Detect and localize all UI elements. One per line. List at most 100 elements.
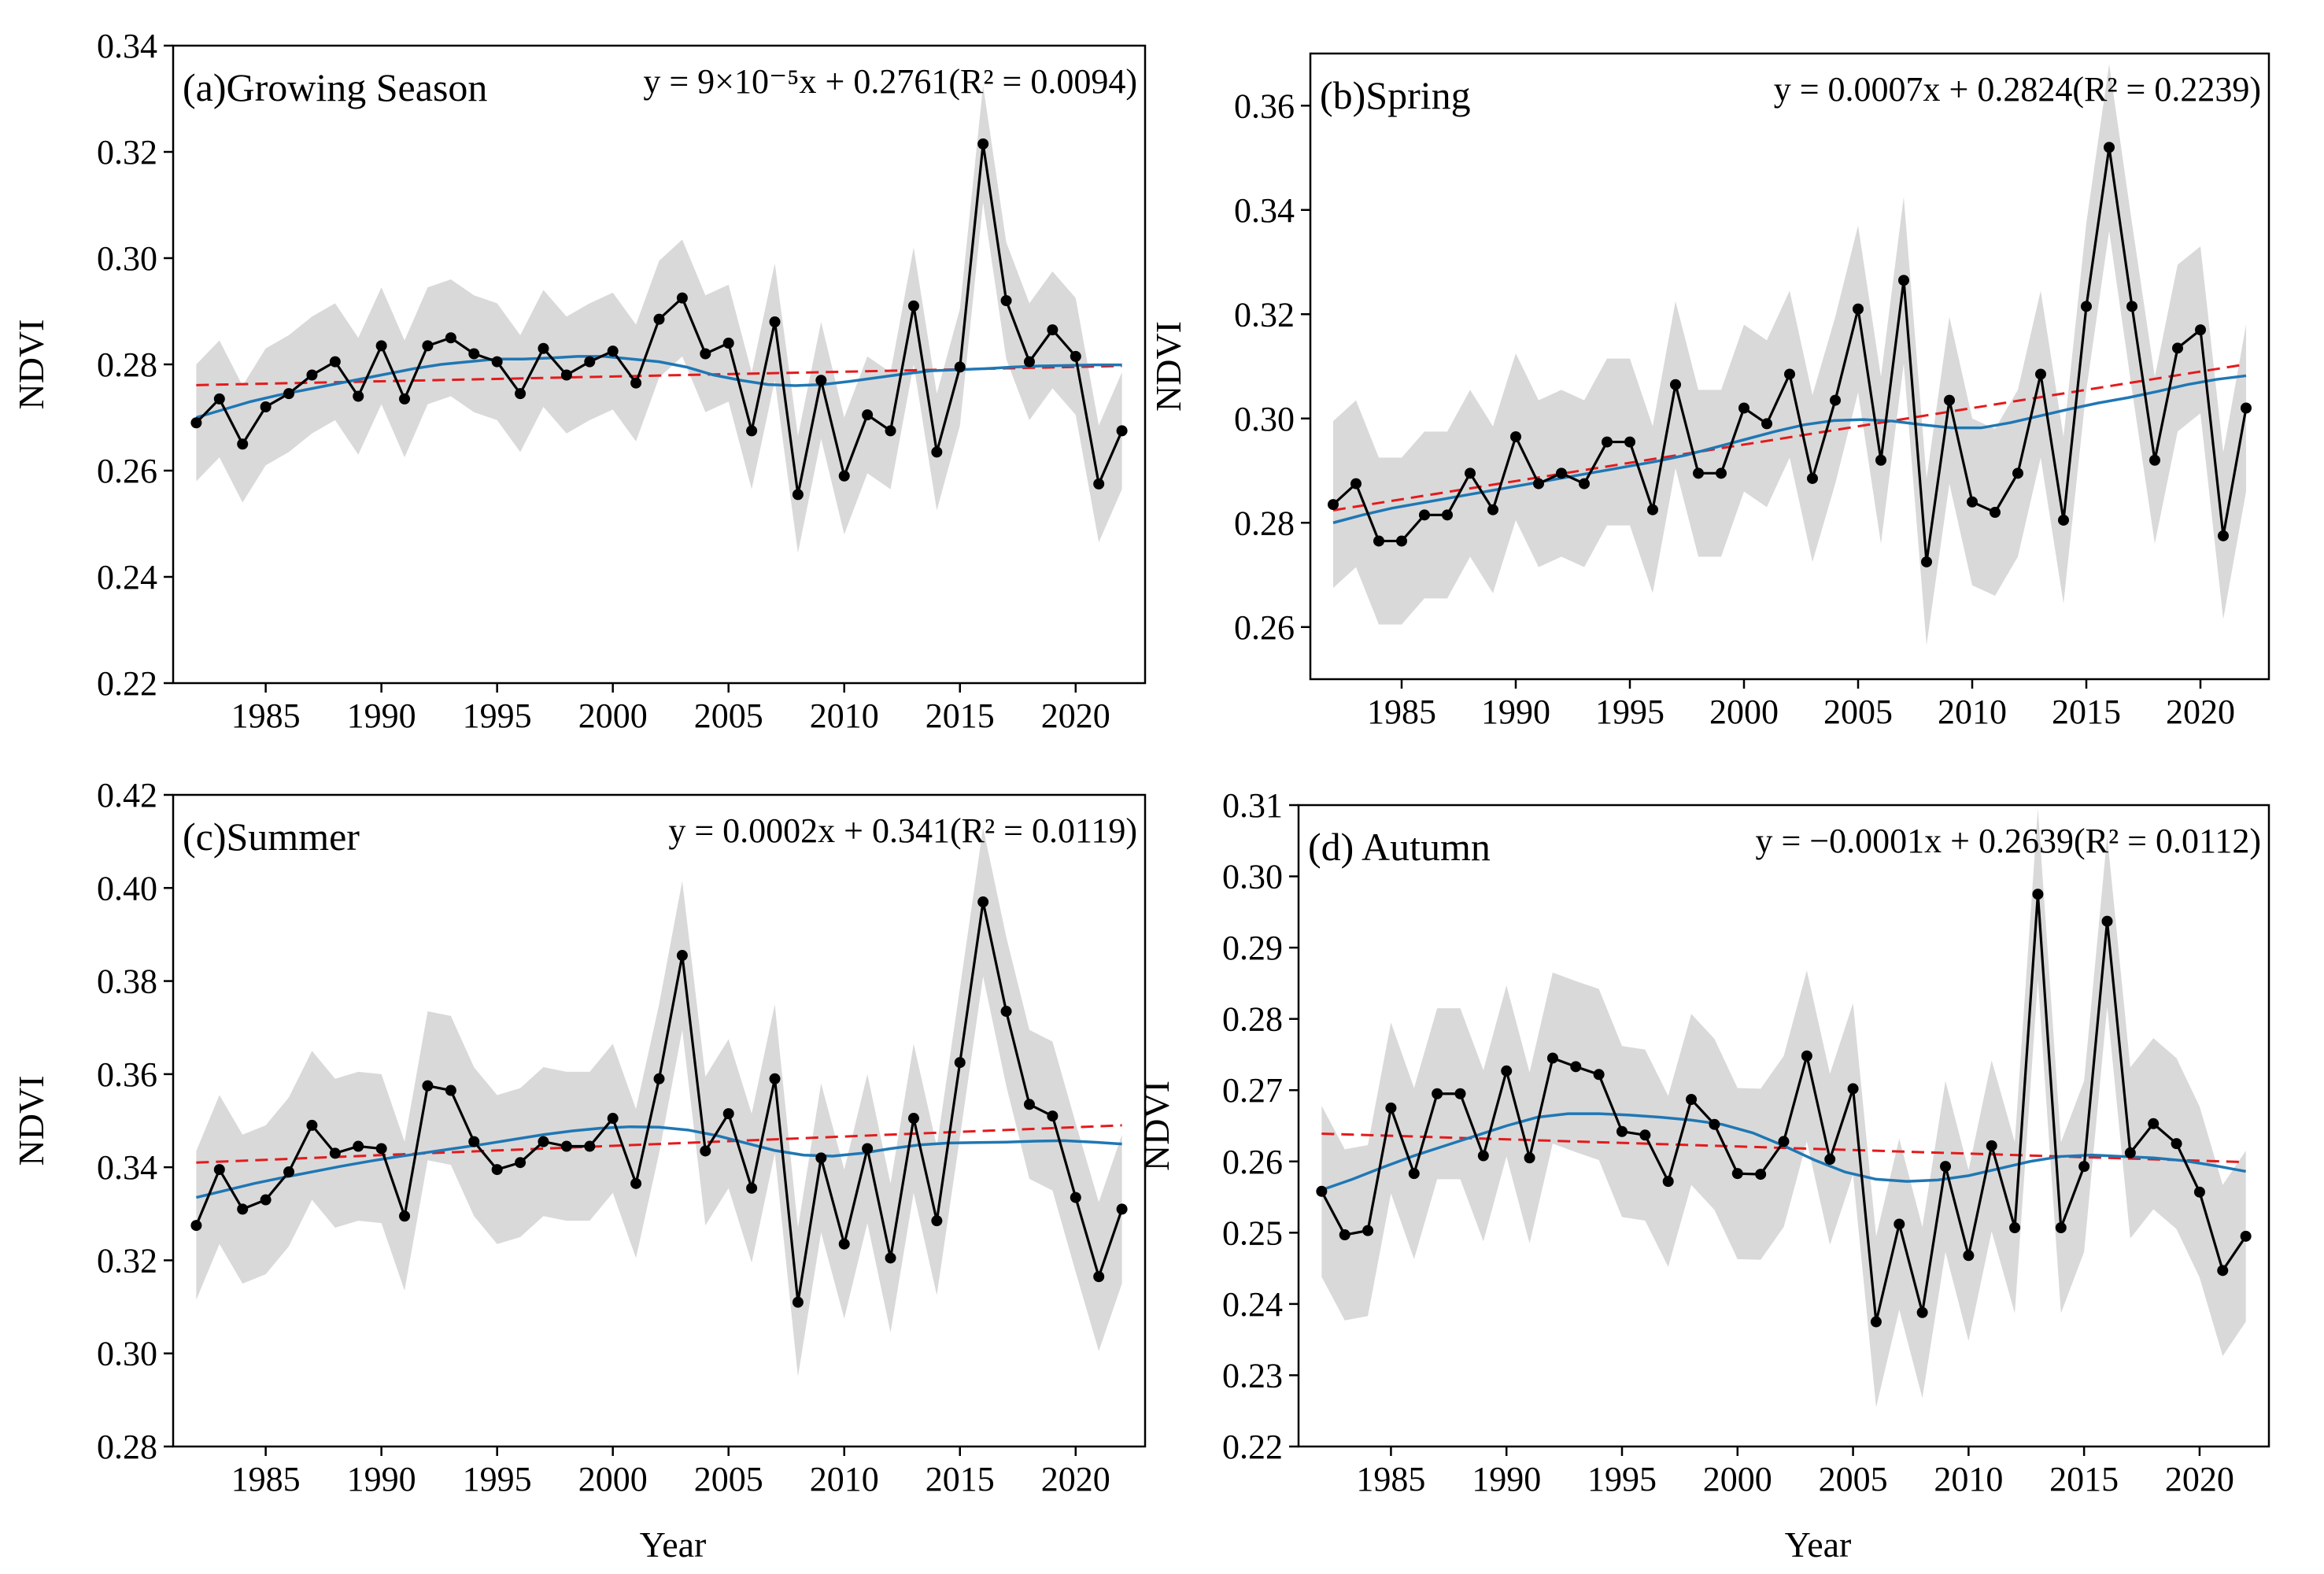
x-tick-label: 2010 bbox=[810, 696, 879, 735]
data-point bbox=[722, 338, 734, 349]
y-axis-title: NDVI bbox=[1148, 321, 1188, 412]
y-tick-label: 0.26 bbox=[1234, 608, 1295, 647]
data-point bbox=[584, 1140, 596, 1152]
y-tick-label: 0.28 bbox=[1222, 1000, 1283, 1039]
x-tick-label: 2005 bbox=[1819, 1460, 1888, 1498]
data-point bbox=[1432, 1088, 1443, 1099]
data-point bbox=[399, 393, 411, 405]
x-tick-label: 2005 bbox=[694, 696, 763, 735]
data-point bbox=[213, 393, 225, 405]
data-point bbox=[1419, 509, 1430, 521]
data-point bbox=[2012, 467, 2023, 479]
data-point bbox=[2035, 368, 2046, 380]
data-point bbox=[190, 1220, 202, 1232]
x-tick-label: 2000 bbox=[1703, 1460, 1772, 1498]
data-point bbox=[375, 340, 387, 352]
x-tick-label: 2020 bbox=[2166, 693, 2235, 731]
data-point bbox=[2055, 1221, 2067, 1233]
data-point bbox=[491, 356, 503, 368]
data-point bbox=[1487, 504, 1498, 515]
data-point bbox=[769, 316, 781, 327]
x-tick-label: 1995 bbox=[1595, 693, 1664, 731]
data-point bbox=[1784, 368, 1795, 380]
y-tick-label: 0.25 bbox=[1222, 1214, 1283, 1252]
data-point bbox=[560, 1140, 572, 1152]
uncertainty-band bbox=[1321, 808, 2246, 1408]
data-point bbox=[1847, 1083, 1859, 1095]
data-point bbox=[1070, 1192, 1081, 1203]
data-point bbox=[1709, 1118, 1720, 1130]
data-point bbox=[1940, 1161, 1951, 1173]
data-point bbox=[2217, 1265, 2229, 1277]
data-point bbox=[584, 356, 596, 368]
y-tick-label: 0.28 bbox=[97, 345, 157, 384]
data-point bbox=[329, 1147, 341, 1159]
y-tick-label: 0.36 bbox=[97, 1055, 157, 1094]
smoothed-curve bbox=[1332, 374, 2247, 524]
smoothed-curve bbox=[195, 355, 1122, 419]
panel-label: (c)Summer bbox=[183, 815, 360, 859]
y-tick-label: 0.42 bbox=[97, 776, 157, 815]
data-point bbox=[2148, 1118, 2160, 1129]
x-tick-label: 2010 bbox=[1938, 693, 2007, 731]
y-axis-title: NDVI bbox=[1136, 1081, 1177, 1171]
x-tick-label: 2005 bbox=[1823, 693, 1893, 731]
data-point bbox=[538, 1136, 549, 1147]
plot-frame bbox=[1297, 804, 2270, 1448]
x-tick-label: 2015 bbox=[926, 1460, 995, 1498]
data-point bbox=[1047, 1110, 1059, 1122]
data-point bbox=[931, 446, 943, 458]
y-tick-label: 0.38 bbox=[97, 963, 157, 1001]
x-tick-label: 2000 bbox=[1709, 693, 1779, 731]
data-point bbox=[722, 1108, 734, 1120]
data-point bbox=[1023, 1099, 1035, 1110]
y-tick-label: 0.31 bbox=[1222, 786, 1283, 825]
x-tick-label: 2015 bbox=[2049, 1460, 2119, 1498]
data-point bbox=[676, 950, 688, 962]
x-tick-label: 2010 bbox=[1934, 1460, 2003, 1498]
data-point bbox=[1870, 1316, 1882, 1328]
data-point bbox=[954, 1057, 966, 1069]
data-point bbox=[2193, 1186, 2205, 1198]
data-point bbox=[399, 1210, 411, 1222]
data-point bbox=[1944, 394, 1955, 406]
data-point bbox=[907, 300, 919, 312]
data-point bbox=[445, 332, 456, 344]
data-point bbox=[1716, 467, 1727, 479]
data-point bbox=[653, 1073, 665, 1084]
data-point bbox=[1921, 556, 1932, 567]
data-point bbox=[306, 1119, 318, 1131]
data-point bbox=[213, 1164, 225, 1176]
x-tick-label: 1990 bbox=[1472, 1460, 1541, 1498]
data-point bbox=[468, 348, 480, 360]
data-point bbox=[1963, 1250, 1975, 1262]
data-point bbox=[607, 1113, 619, 1125]
data-point bbox=[422, 340, 434, 352]
data-point bbox=[746, 425, 758, 437]
data-point bbox=[2104, 142, 2115, 153]
data-point bbox=[977, 896, 989, 908]
data-point bbox=[1385, 1102, 1397, 1114]
regression-equation: y = 9×10⁻⁵x + 0.2761(R² = 0.0094) bbox=[643, 62, 1137, 101]
y-tick-label: 0.30 bbox=[97, 239, 157, 278]
data-point bbox=[607, 345, 619, 357]
data-point bbox=[1602, 436, 1613, 448]
uncertainty-band bbox=[196, 827, 1122, 1377]
data-point bbox=[792, 1296, 804, 1308]
regression-equation: y = 0.0007x + 0.2824(R² = 0.2239) bbox=[1774, 70, 2261, 109]
data-point bbox=[676, 292, 688, 304]
y-tick-label: 0.29 bbox=[1222, 929, 1283, 967]
data-point bbox=[468, 1136, 480, 1147]
data-point bbox=[1624, 436, 1635, 448]
data-point bbox=[1898, 275, 1909, 286]
data-point bbox=[1801, 1050, 1812, 1062]
y-tick-label: 0.28 bbox=[97, 1428, 157, 1466]
x-tick-label: 1985 bbox=[231, 696, 301, 735]
data-point bbox=[1662, 1176, 1674, 1188]
y-tick-label: 0.24 bbox=[97, 558, 157, 597]
data-point bbox=[862, 409, 874, 421]
y-tick-label: 0.32 bbox=[97, 1241, 157, 1280]
y-tick-label: 0.32 bbox=[1234, 295, 1295, 334]
data-point bbox=[1524, 1152, 1535, 1164]
x-tick-label: 2015 bbox=[926, 696, 995, 735]
